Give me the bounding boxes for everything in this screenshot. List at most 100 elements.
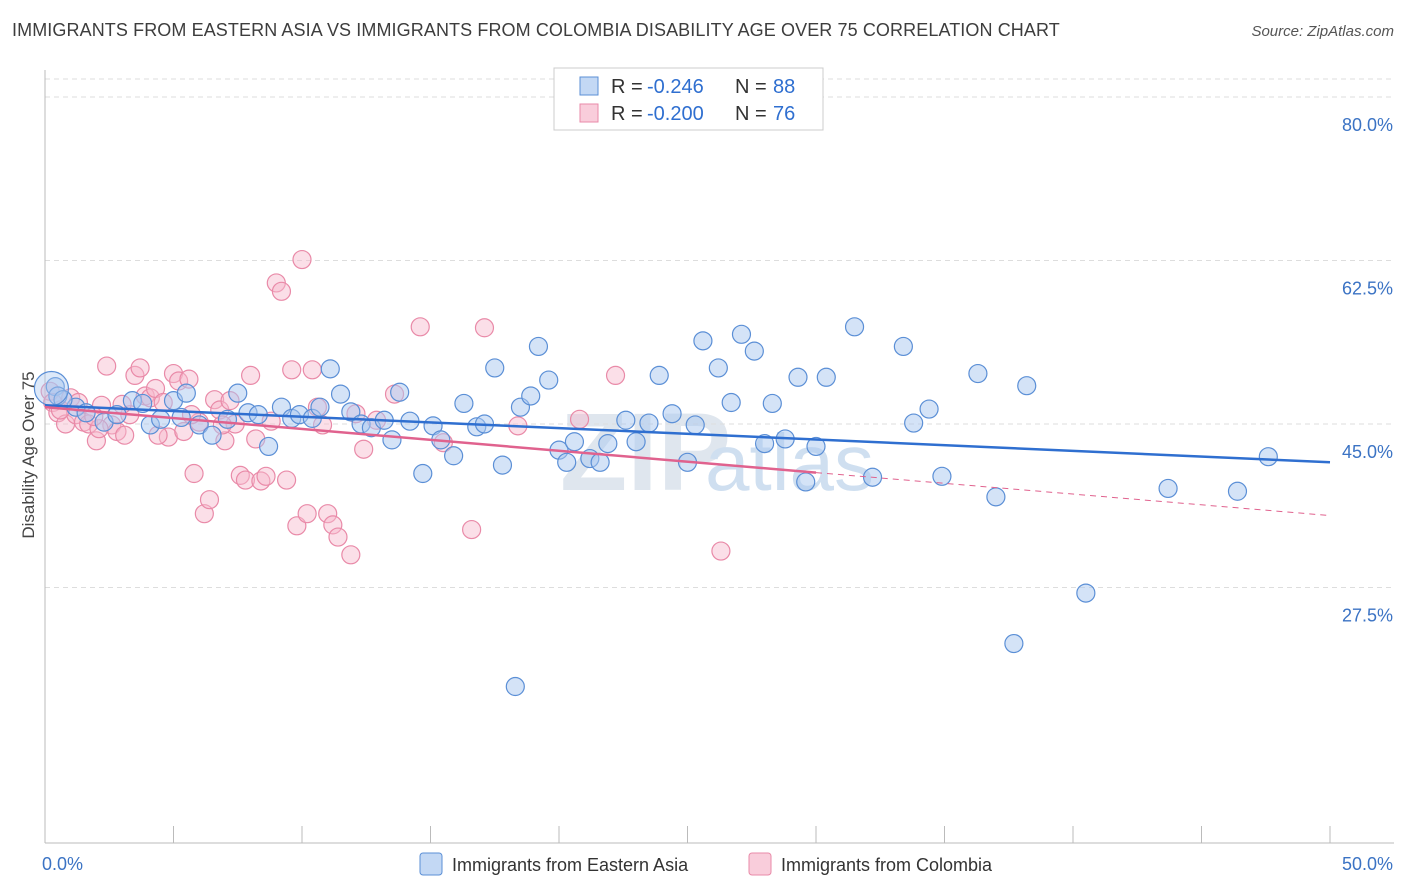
axes xyxy=(44,70,1394,844)
data-point-colombia xyxy=(205,390,225,410)
data-point-colombia xyxy=(241,365,261,386)
data-point-eastern-asia xyxy=(310,397,330,417)
data-point-eastern-asia xyxy=(444,446,464,466)
data-point-eastern-asia xyxy=(151,409,171,429)
data-point-colombia xyxy=(354,439,374,459)
data-point-eastern-asia xyxy=(986,487,1006,507)
legend-n-label: N = xyxy=(735,103,767,125)
data-point-eastern-asia xyxy=(893,336,913,357)
data-point-eastern-asia xyxy=(968,363,988,384)
y-axis-title: Disability Age Over 75 xyxy=(19,371,38,538)
data-point-eastern-asia xyxy=(806,436,826,457)
data-point-colombia xyxy=(199,490,220,510)
data-point-eastern-asia xyxy=(258,436,279,457)
data-point-eastern-asia xyxy=(330,384,351,404)
legend-series: Immigrants from Eastern Asia Immigrants f… xyxy=(419,852,993,876)
trend-line-eastern-asia xyxy=(44,404,1331,464)
legend-stats: R = -0.246 N = 88 R = -0.200 N = 76 xyxy=(553,67,824,131)
data-point-eastern-asia xyxy=(413,463,433,484)
legend-series-label: Immigrants from Eastern Asia xyxy=(452,855,689,875)
data-point-colombia xyxy=(341,545,361,565)
data-point-eastern-asia xyxy=(505,676,525,697)
data-point-colombia xyxy=(318,504,338,524)
data-point-eastern-asia xyxy=(844,317,865,337)
y-tick-label: 45.0% xyxy=(1342,442,1393,462)
legend-r-label: R = xyxy=(611,76,643,98)
data-point-eastern-asia xyxy=(33,370,70,407)
data-point-eastern-asia xyxy=(788,367,808,387)
data-point-eastern-asia xyxy=(616,410,636,430)
data-point-eastern-asia xyxy=(1004,633,1024,654)
source-label: Source: ZipAtlas.com xyxy=(1251,23,1394,40)
data-point-eastern-asia xyxy=(485,358,505,378)
x-tick-label: 0.0% xyxy=(42,854,83,874)
data-point-colombia xyxy=(86,431,107,451)
data-point-colombia xyxy=(410,317,430,337)
data-point-colombia xyxy=(271,281,292,301)
data-point-colombia xyxy=(462,519,482,540)
data-point-eastern-asia xyxy=(662,404,682,424)
data-point-colombia xyxy=(256,466,276,486)
legend-stats-box xyxy=(553,67,824,131)
data-point-eastern-asia xyxy=(176,383,196,403)
x-tick-labels: 0.0% 50.0% xyxy=(42,854,1393,874)
trend-lines xyxy=(44,404,1331,517)
data-point-eastern-asia xyxy=(904,413,924,433)
data-point-eastern-asia xyxy=(639,413,659,433)
data-point-eastern-asia xyxy=(1158,478,1178,499)
data-point-colombia xyxy=(282,360,302,380)
legend-n-value: 88 xyxy=(773,76,795,98)
data-point-eastern-asia xyxy=(754,434,775,454)
data-point-eastern-asia xyxy=(693,331,713,351)
data-point-eastern-asia xyxy=(685,415,705,435)
data-point-eastern-asia xyxy=(390,382,410,402)
legend-r-value: -0.246 xyxy=(647,76,704,98)
data-point-colombia xyxy=(474,318,495,338)
data-point-eastern-asia xyxy=(454,393,474,414)
x-tick-label: 50.0% xyxy=(1342,854,1393,874)
legend-series-swatch xyxy=(748,852,772,876)
y-tick-label: 62.5% xyxy=(1342,278,1393,298)
legend-series-label: Immigrants from Colombia xyxy=(781,855,993,875)
data-point-eastern-asia xyxy=(1227,481,1248,501)
data-point-eastern-asia xyxy=(320,359,340,379)
data-point-eastern-asia xyxy=(649,365,669,386)
data-point-eastern-asia xyxy=(133,393,153,414)
data-point-colombia xyxy=(235,470,256,490)
y-tick-label: 27.5% xyxy=(1342,605,1393,625)
y-tick-label: 80.0% xyxy=(1342,115,1393,135)
legend-r-value: -0.200 xyxy=(647,103,704,125)
data-point-colombia xyxy=(292,249,312,270)
data-point-eastern-asia xyxy=(228,383,248,403)
data-point-eastern-asia xyxy=(382,430,402,450)
data-point-colombia xyxy=(184,463,204,484)
data-point-eastern-asia xyxy=(708,358,728,378)
data-point-colombia xyxy=(711,541,731,561)
data-point-eastern-asia xyxy=(721,392,741,413)
data-point-eastern-asia xyxy=(762,393,782,414)
trend-line-colombia-extension xyxy=(815,472,1331,517)
data-point-eastern-asia xyxy=(1076,583,1096,603)
data-point-eastern-asia xyxy=(598,434,618,454)
series-eastern-asia-points xyxy=(33,317,1278,697)
data-point-eastern-asia xyxy=(796,472,816,492)
chart-title: IMMIGRANTS FROM EASTERN ASIA VS IMMIGRAN… xyxy=(12,20,1060,40)
legend-swatch xyxy=(579,76,599,96)
data-point-eastern-asia xyxy=(202,425,222,445)
data-point-eastern-asia xyxy=(1017,376,1037,396)
data-point-eastern-asia xyxy=(744,341,764,361)
data-point-colombia xyxy=(605,365,626,386)
data-point-colombia xyxy=(130,358,150,378)
data-point-colombia xyxy=(115,425,135,445)
legend-r-label: R = xyxy=(611,103,643,125)
data-point-eastern-asia xyxy=(492,455,513,475)
legend-n-value: 76 xyxy=(773,103,795,125)
data-point-eastern-asia xyxy=(626,432,646,452)
y-tick-labels: 27.5% 45.0% 62.5% 80.0% xyxy=(1342,115,1393,625)
legend-n-label: N = xyxy=(735,76,767,98)
data-point-colombia xyxy=(302,360,322,380)
data-point-eastern-asia xyxy=(528,336,549,357)
data-point-eastern-asia xyxy=(539,370,559,390)
legend-series-swatch xyxy=(419,852,443,876)
